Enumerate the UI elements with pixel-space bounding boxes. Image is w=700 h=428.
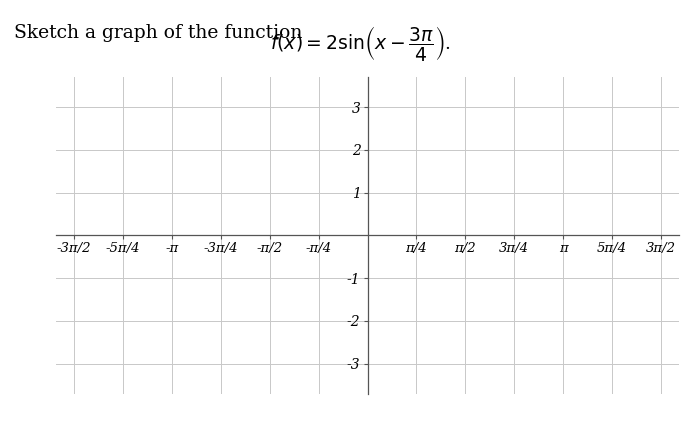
Text: $f(x) = 2\sin\!\left(x - \dfrac{3\pi}{4}\right)$.: $f(x) = 2\sin\!\left(x - \dfrac{3\pi}{4}… — [270, 24, 451, 62]
Text: Sketch a graph of the function: Sketch a graph of the function — [14, 24, 309, 42]
